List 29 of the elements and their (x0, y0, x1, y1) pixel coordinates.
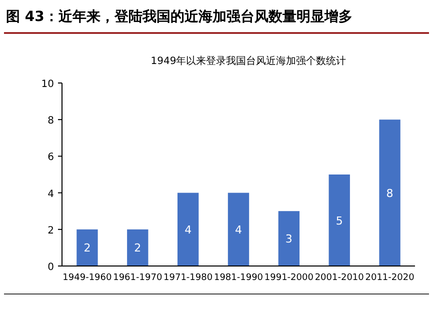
x-tick-label: 1981-1990 (214, 273, 264, 283)
y-tick-label: 6 (48, 152, 54, 164)
chart-subtitle: 1949年以来登录我国台风近海加强个数统计 (150, 55, 346, 67)
y-tick-label: 10 (41, 79, 54, 90)
bar (228, 192, 250, 266)
bar (76, 229, 98, 266)
bar (379, 120, 400, 266)
x-tick-label: 1961-1970 (113, 273, 162, 283)
data-label: 8 (386, 186, 394, 200)
y-tick-label: 8 (48, 116, 54, 127)
x-tick-label: 2001-2010 (314, 273, 364, 283)
data-label: 4 (184, 223, 192, 236)
bar (127, 229, 148, 266)
bar (177, 192, 199, 266)
data-label: 4 (235, 223, 242, 236)
y-tick-label: 0 (48, 262, 54, 273)
bar (328, 174, 350, 266)
data-label: 2 (134, 242, 142, 255)
bar (278, 211, 300, 266)
data-label: 3 (285, 232, 292, 246)
y-tick-label: 2 (48, 225, 54, 236)
y-tick-label: 4 (48, 188, 54, 200)
chart-title: 图 43：近年来，登陆我国的近海加强台风数量明显增多 (6, 8, 352, 25)
x-tick-label: 2011-2020 (365, 273, 415, 283)
x-tick-label: 1991-2000 (264, 273, 314, 283)
data-label: 2 (84, 242, 91, 255)
data-label: 5 (336, 214, 343, 228)
x-tick-label: 1949-1960 (62, 273, 112, 283)
x-tick-label: 1971-1980 (164, 273, 213, 283)
